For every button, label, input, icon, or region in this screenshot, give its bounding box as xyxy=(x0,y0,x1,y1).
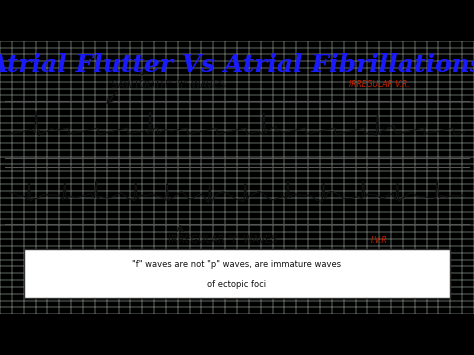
Text: IRREGULAR "f" WAVES: IRREGULAR "f" WAVES xyxy=(168,235,277,245)
Text: I.V.R: I.V.R xyxy=(371,236,388,245)
Text: "f" waves are not "p" waves, are immature waves: "f" waves are not "p" waves, are immatur… xyxy=(132,261,342,269)
Text: "f": "f" xyxy=(137,72,147,81)
FancyBboxPatch shape xyxy=(24,248,450,298)
Text: of ectopic foci: of ectopic foci xyxy=(208,280,266,289)
Text: IRREGULAR V.R.: IRREGULAR V.R. xyxy=(349,80,410,89)
Text: "SAWTOOTH" "f" WAVES: "SAWTOOTH" "f" WAVES xyxy=(107,80,225,89)
Text: Atrial Flutter Vs Atrial Fibrillations: Atrial Flutter Vs Atrial Fibrillations xyxy=(0,53,474,77)
